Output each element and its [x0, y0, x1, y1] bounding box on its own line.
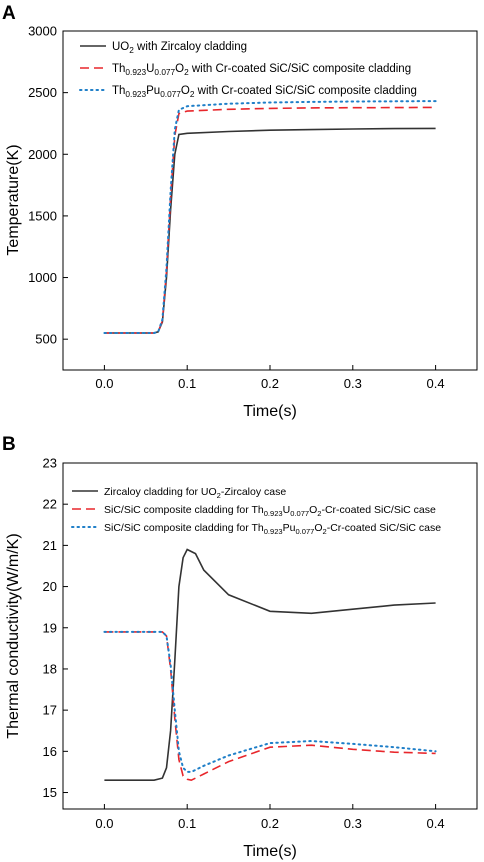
legend-subscript: 0.077: [290, 509, 309, 518]
x-tick-label: 0.4: [427, 376, 445, 391]
x-tick-label: 0.1: [178, 376, 196, 391]
y-tick-label: 15: [43, 785, 57, 800]
x-tick-label: 0.0: [95, 816, 113, 831]
x-tick-label: 0.4: [427, 816, 445, 831]
legend-entry-3: Th0.923Pu0.077O2 with Cr-coated SiC/SiC …: [112, 85, 417, 99]
series-group-a: [103, 100, 437, 334]
x-tick-label: 0.1: [178, 816, 196, 831]
legend-a: UO2 with Zircaloy claddingTh0.923U0.077O…: [79, 41, 417, 99]
y-tick-label: 16: [43, 744, 57, 759]
y-axis-a: 500 1000 1500 2000 2500 3000: [28, 24, 68, 347]
legend-subscript: 2: [190, 90, 195, 99]
y-tick-label: 3000: [28, 24, 57, 39]
legend-text-part: SiC/SiC composite cladding for Th: [104, 522, 264, 534]
x-tick-label: 0.3: [344, 376, 362, 391]
series-group-b: [103, 548, 437, 782]
x-axis-label-b: Time(s): [243, 843, 297, 860]
legend-text-part: with Cr-coated SiC/SiC composite claddin…: [194, 85, 416, 97]
legend-text-part: Th: [112, 85, 125, 97]
legend-text-part: UO: [112, 41, 129, 53]
legend-text-part: SiC/SiC composite cladding for Th: [104, 504, 264, 516]
legend-text-part: U: [283, 504, 291, 516]
legend-subscript: 0.077: [160, 90, 181, 99]
legend-text-part: O: [314, 522, 322, 534]
legend-text-part: -Cr-coated SiC/SiC case: [321, 504, 436, 516]
legend-b: Zircaloy cladding for UO2-Zircaloy caseS…: [71, 486, 441, 536]
series-line-2: [104, 631, 436, 782]
chart-panel-a: A 0.0 0.1 0.2 0.3 0.4 500 1000 1500 2000 2500 300…: [2, 3, 478, 420]
y-tick-label: 19: [43, 620, 57, 635]
legend-text-part: -Cr-coated SiC/SiC case: [327, 522, 442, 534]
y-tick-label: 18: [43, 661, 57, 676]
legend-text-part: Pu: [283, 522, 296, 534]
legend-text-part: U: [146, 63, 154, 75]
y-tick-label: 20: [43, 579, 57, 594]
legend-subscript: 2: [217, 491, 221, 500]
x-tick-label: 0.0: [95, 376, 113, 391]
x-axis-b: 0.0 0.1 0.2 0.3 0.4: [95, 804, 445, 831]
legend-text-part: O: [175, 63, 184, 75]
legend-text-part: Th: [112, 63, 125, 75]
x-axis-label-a: Time(s): [243, 403, 297, 420]
legend-text-part: with Zircaloy cladding: [134, 41, 247, 53]
series-line-2: [104, 106, 436, 334]
legend-subscript: 2: [129, 46, 134, 55]
series-line-1: [104, 127, 436, 334]
y-tick-label: 23: [43, 456, 57, 471]
y-axis-b: 15 16 17 18 19 20 21 22 23: [43, 456, 68, 800]
x-tick-label: 0.3: [344, 816, 362, 831]
legend-entry-1: UO2 with Zircaloy cladding: [112, 41, 247, 55]
legend-subscript: 2: [317, 509, 321, 518]
panel-label-b: B: [2, 434, 16, 455]
legend-text-part: O: [309, 504, 317, 516]
y-tick-label: 21: [43, 538, 57, 553]
legend-text-part: -Zircaloy case: [221, 486, 287, 498]
legend-text-part: O: [181, 85, 190, 97]
y-tick-label: 500: [35, 332, 57, 347]
x-axis-a: 0.0 0.1 0.2 0.3 0.4: [95, 365, 445, 391]
legend-subscript: 0.923: [264, 527, 283, 536]
legend-subscript: 0.923: [264, 509, 283, 518]
panel-label-a: A: [2, 3, 16, 24]
x-tick-label: 0.2: [261, 376, 279, 391]
legend-entry-2: Th0.923U0.077O2 with Cr-coated SiC/SiC c…: [112, 63, 411, 77]
legend-text-part: with Cr-coated SiC/SiC composite claddin…: [189, 63, 411, 75]
legend-text-part: Zircaloy cladding for UO: [104, 486, 217, 498]
y-tick-label: 17: [43, 703, 57, 718]
legend-subscript: 0.923: [125, 90, 146, 99]
y-tick-label: 2000: [28, 147, 57, 162]
legend-subscript: 2: [184, 68, 189, 77]
legend-subscript: 0.923: [125, 68, 146, 77]
legend-entry-3: SiC/SiC composite cladding for Th0.923Pu…: [104, 522, 441, 536]
y-tick-label: 1000: [28, 270, 57, 285]
series-line-3: [103, 100, 437, 334]
legend-entry-2: SiC/SiC composite cladding for Th0.923U0…: [104, 504, 436, 518]
legend-entry-1: Zircaloy cladding for UO2-Zircaloy case: [104, 486, 286, 500]
y-tick-label: 22: [43, 497, 57, 512]
plot-frame-a: [62, 30, 478, 371]
legend-subscript: 0.077: [154, 68, 175, 77]
legend-subscript: 0.077: [295, 527, 314, 536]
legend-text-part: Pu: [146, 85, 160, 97]
series-line-3: [103, 630, 437, 773]
legend-subscript: 2: [323, 527, 327, 536]
series-line-1: [104, 548, 436, 782]
y-tick-label: 1500: [28, 208, 57, 223]
y-axis-label-b: Thermal conductivity(W/m/K): [5, 533, 22, 738]
y-tick-label: 2500: [28, 85, 57, 100]
y-axis-label-a: Temperature(K): [5, 144, 22, 255]
x-tick-label: 0.2: [261, 816, 279, 831]
